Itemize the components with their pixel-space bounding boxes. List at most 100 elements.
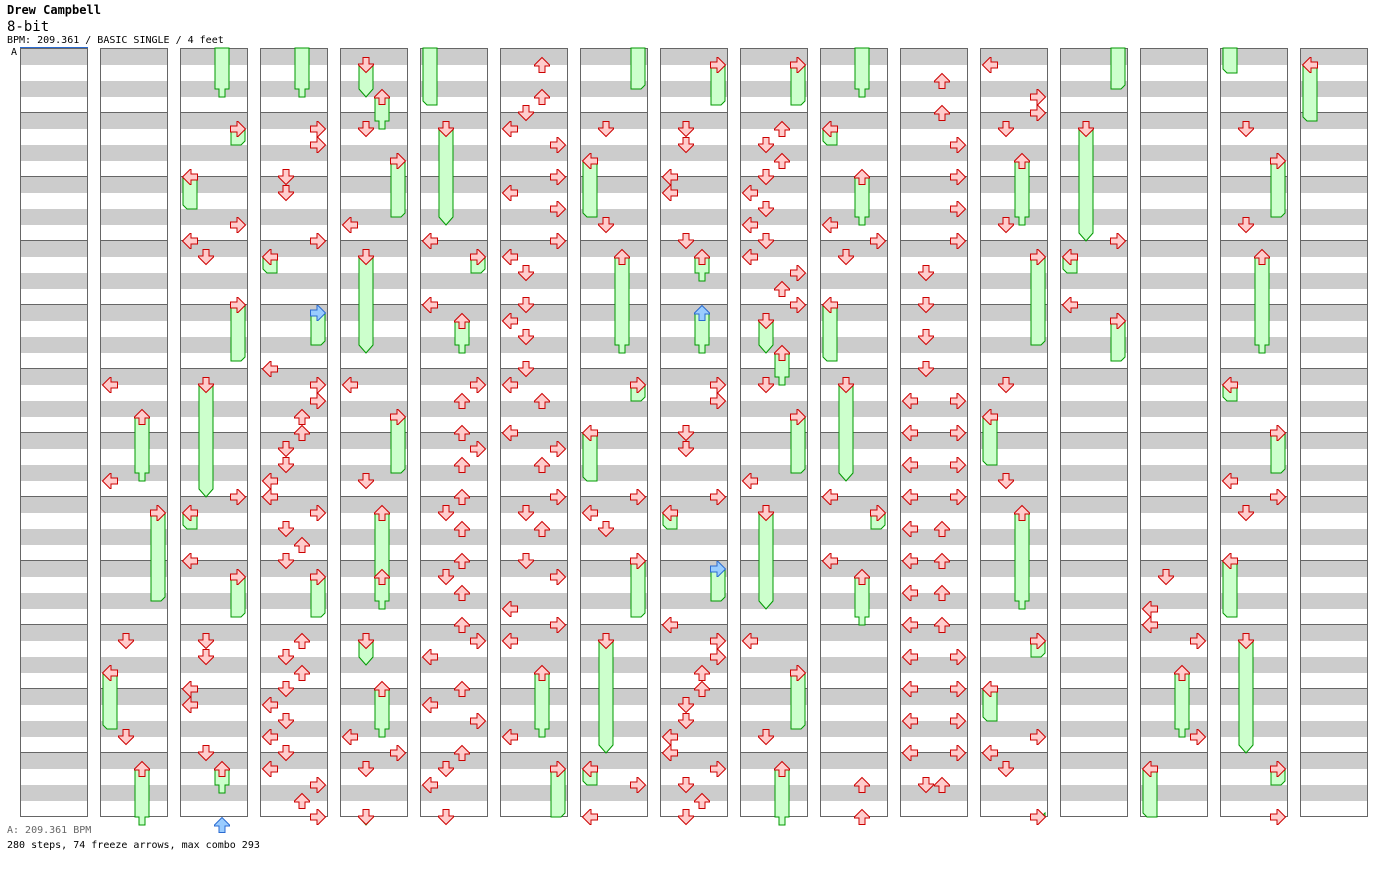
measure-line bbox=[1301, 560, 1367, 561]
down-arrow-icon bbox=[1238, 217, 1254, 234]
right-arrow-icon bbox=[230, 489, 247, 505]
down-arrow-icon bbox=[998, 761, 1014, 778]
left-arrow-icon bbox=[741, 633, 758, 649]
left-arrow-icon bbox=[501, 313, 518, 329]
down-arrow-icon bbox=[358, 633, 374, 650]
freeze-arrow-body bbox=[198, 384, 214, 498]
measure-line bbox=[21, 112, 87, 113]
down-arrow-icon bbox=[278, 457, 294, 474]
up-arrow-icon bbox=[454, 424, 470, 441]
right-arrow-icon bbox=[550, 489, 567, 505]
freeze-arrow-body bbox=[598, 640, 614, 754]
measure-line bbox=[21, 432, 87, 433]
freeze-arrow-body bbox=[134, 768, 150, 826]
up-arrow-icon bbox=[454, 312, 470, 329]
left-arrow-icon bbox=[181, 681, 198, 697]
right-arrow-icon bbox=[470, 441, 487, 457]
measure-line bbox=[101, 624, 167, 625]
up-arrow-icon bbox=[294, 632, 310, 649]
right-arrow-icon bbox=[870, 505, 887, 521]
right-arrow-icon bbox=[470, 249, 487, 265]
right-arrow-icon bbox=[150, 505, 167, 521]
right-arrow-icon bbox=[230, 121, 247, 137]
chart-column bbox=[100, 48, 168, 826]
measure-line bbox=[821, 240, 887, 241]
right-arrow-icon bbox=[950, 457, 967, 473]
left-arrow-icon bbox=[661, 617, 678, 633]
down-arrow-icon bbox=[518, 361, 534, 378]
right-arrow-icon bbox=[950, 201, 967, 217]
measure-line bbox=[1301, 624, 1367, 625]
measure-line bbox=[741, 304, 807, 305]
right-arrow-icon bbox=[310, 137, 327, 153]
left-arrow-icon bbox=[1141, 617, 1158, 633]
measure-line bbox=[981, 240, 1047, 241]
measure-line bbox=[181, 304, 247, 305]
chart-column bbox=[1220, 47, 1288, 825]
measure-line bbox=[101, 240, 167, 241]
down-arrow-icon bbox=[758, 169, 774, 186]
measure-line bbox=[341, 624, 407, 625]
right-arrow-icon bbox=[1030, 105, 1047, 121]
right-arrow-icon bbox=[1270, 809, 1287, 825]
freeze-arrow-body bbox=[694, 312, 710, 354]
measure-line bbox=[261, 240, 327, 241]
measure-line bbox=[341, 368, 407, 369]
up-arrow-icon bbox=[934, 552, 950, 569]
right-arrow-icon bbox=[950, 713, 967, 729]
right-arrow-icon bbox=[710, 633, 727, 649]
freeze-arrow-body bbox=[214, 47, 230, 98]
down-arrow-icon bbox=[438, 121, 454, 138]
down-arrow-icon bbox=[758, 505, 774, 522]
down-arrow-icon bbox=[278, 713, 294, 730]
left-arrow-icon bbox=[181, 697, 198, 713]
left-arrow-icon bbox=[261, 473, 278, 489]
up-arrow-icon bbox=[294, 408, 310, 425]
freeze-arrow-body bbox=[438, 128, 454, 226]
up-arrow-icon bbox=[134, 408, 150, 425]
freeze-arrow-body bbox=[1238, 640, 1254, 754]
freeze-arrow-body bbox=[1030, 256, 1046, 353]
measure-line bbox=[101, 496, 167, 497]
chart-column bbox=[660, 48, 728, 826]
down-arrow-icon bbox=[358, 249, 374, 266]
freeze-arrow-body bbox=[822, 304, 838, 369]
measure-line bbox=[181, 560, 247, 561]
up-arrow-icon bbox=[1254, 248, 1270, 265]
right-arrow-icon bbox=[230, 569, 247, 585]
down-arrow-icon bbox=[918, 265, 934, 282]
up-arrow-icon bbox=[454, 744, 470, 761]
measure-line bbox=[1141, 624, 1207, 625]
up-arrow-icon bbox=[374, 680, 390, 697]
chart-column bbox=[180, 47, 248, 833]
left-arrow-icon bbox=[421, 297, 438, 313]
measure-line bbox=[1221, 240, 1287, 241]
down-arrow-icon bbox=[358, 473, 374, 490]
left-arrow-icon bbox=[661, 185, 678, 201]
measure-line bbox=[1061, 496, 1127, 497]
measure-line bbox=[821, 752, 887, 753]
down-arrow-icon bbox=[758, 729, 774, 746]
speed-marker-line bbox=[20, 47, 88, 48]
measure-line bbox=[1221, 432, 1287, 433]
measure-line bbox=[581, 368, 647, 369]
chart-column bbox=[20, 48, 88, 817]
left-arrow-icon bbox=[901, 393, 918, 409]
measure-line bbox=[581, 304, 647, 305]
measure-line bbox=[1141, 240, 1207, 241]
measure-line bbox=[1141, 176, 1207, 177]
right-arrow-icon bbox=[470, 377, 487, 393]
measure-line bbox=[421, 624, 487, 625]
left-arrow-icon bbox=[421, 777, 438, 793]
measure-line bbox=[1061, 688, 1127, 689]
down-arrow-icon bbox=[678, 233, 694, 250]
right-arrow-icon bbox=[790, 297, 807, 313]
left-arrow-icon bbox=[981, 409, 998, 425]
shock-right-arrow-icon bbox=[710, 561, 727, 577]
down-arrow-icon bbox=[1238, 505, 1254, 522]
measure-line bbox=[101, 752, 167, 753]
down-arrow-icon bbox=[838, 249, 854, 266]
freeze-arrow-body bbox=[1302, 64, 1318, 129]
left-arrow-icon bbox=[341, 217, 358, 233]
measure-line bbox=[21, 496, 87, 497]
